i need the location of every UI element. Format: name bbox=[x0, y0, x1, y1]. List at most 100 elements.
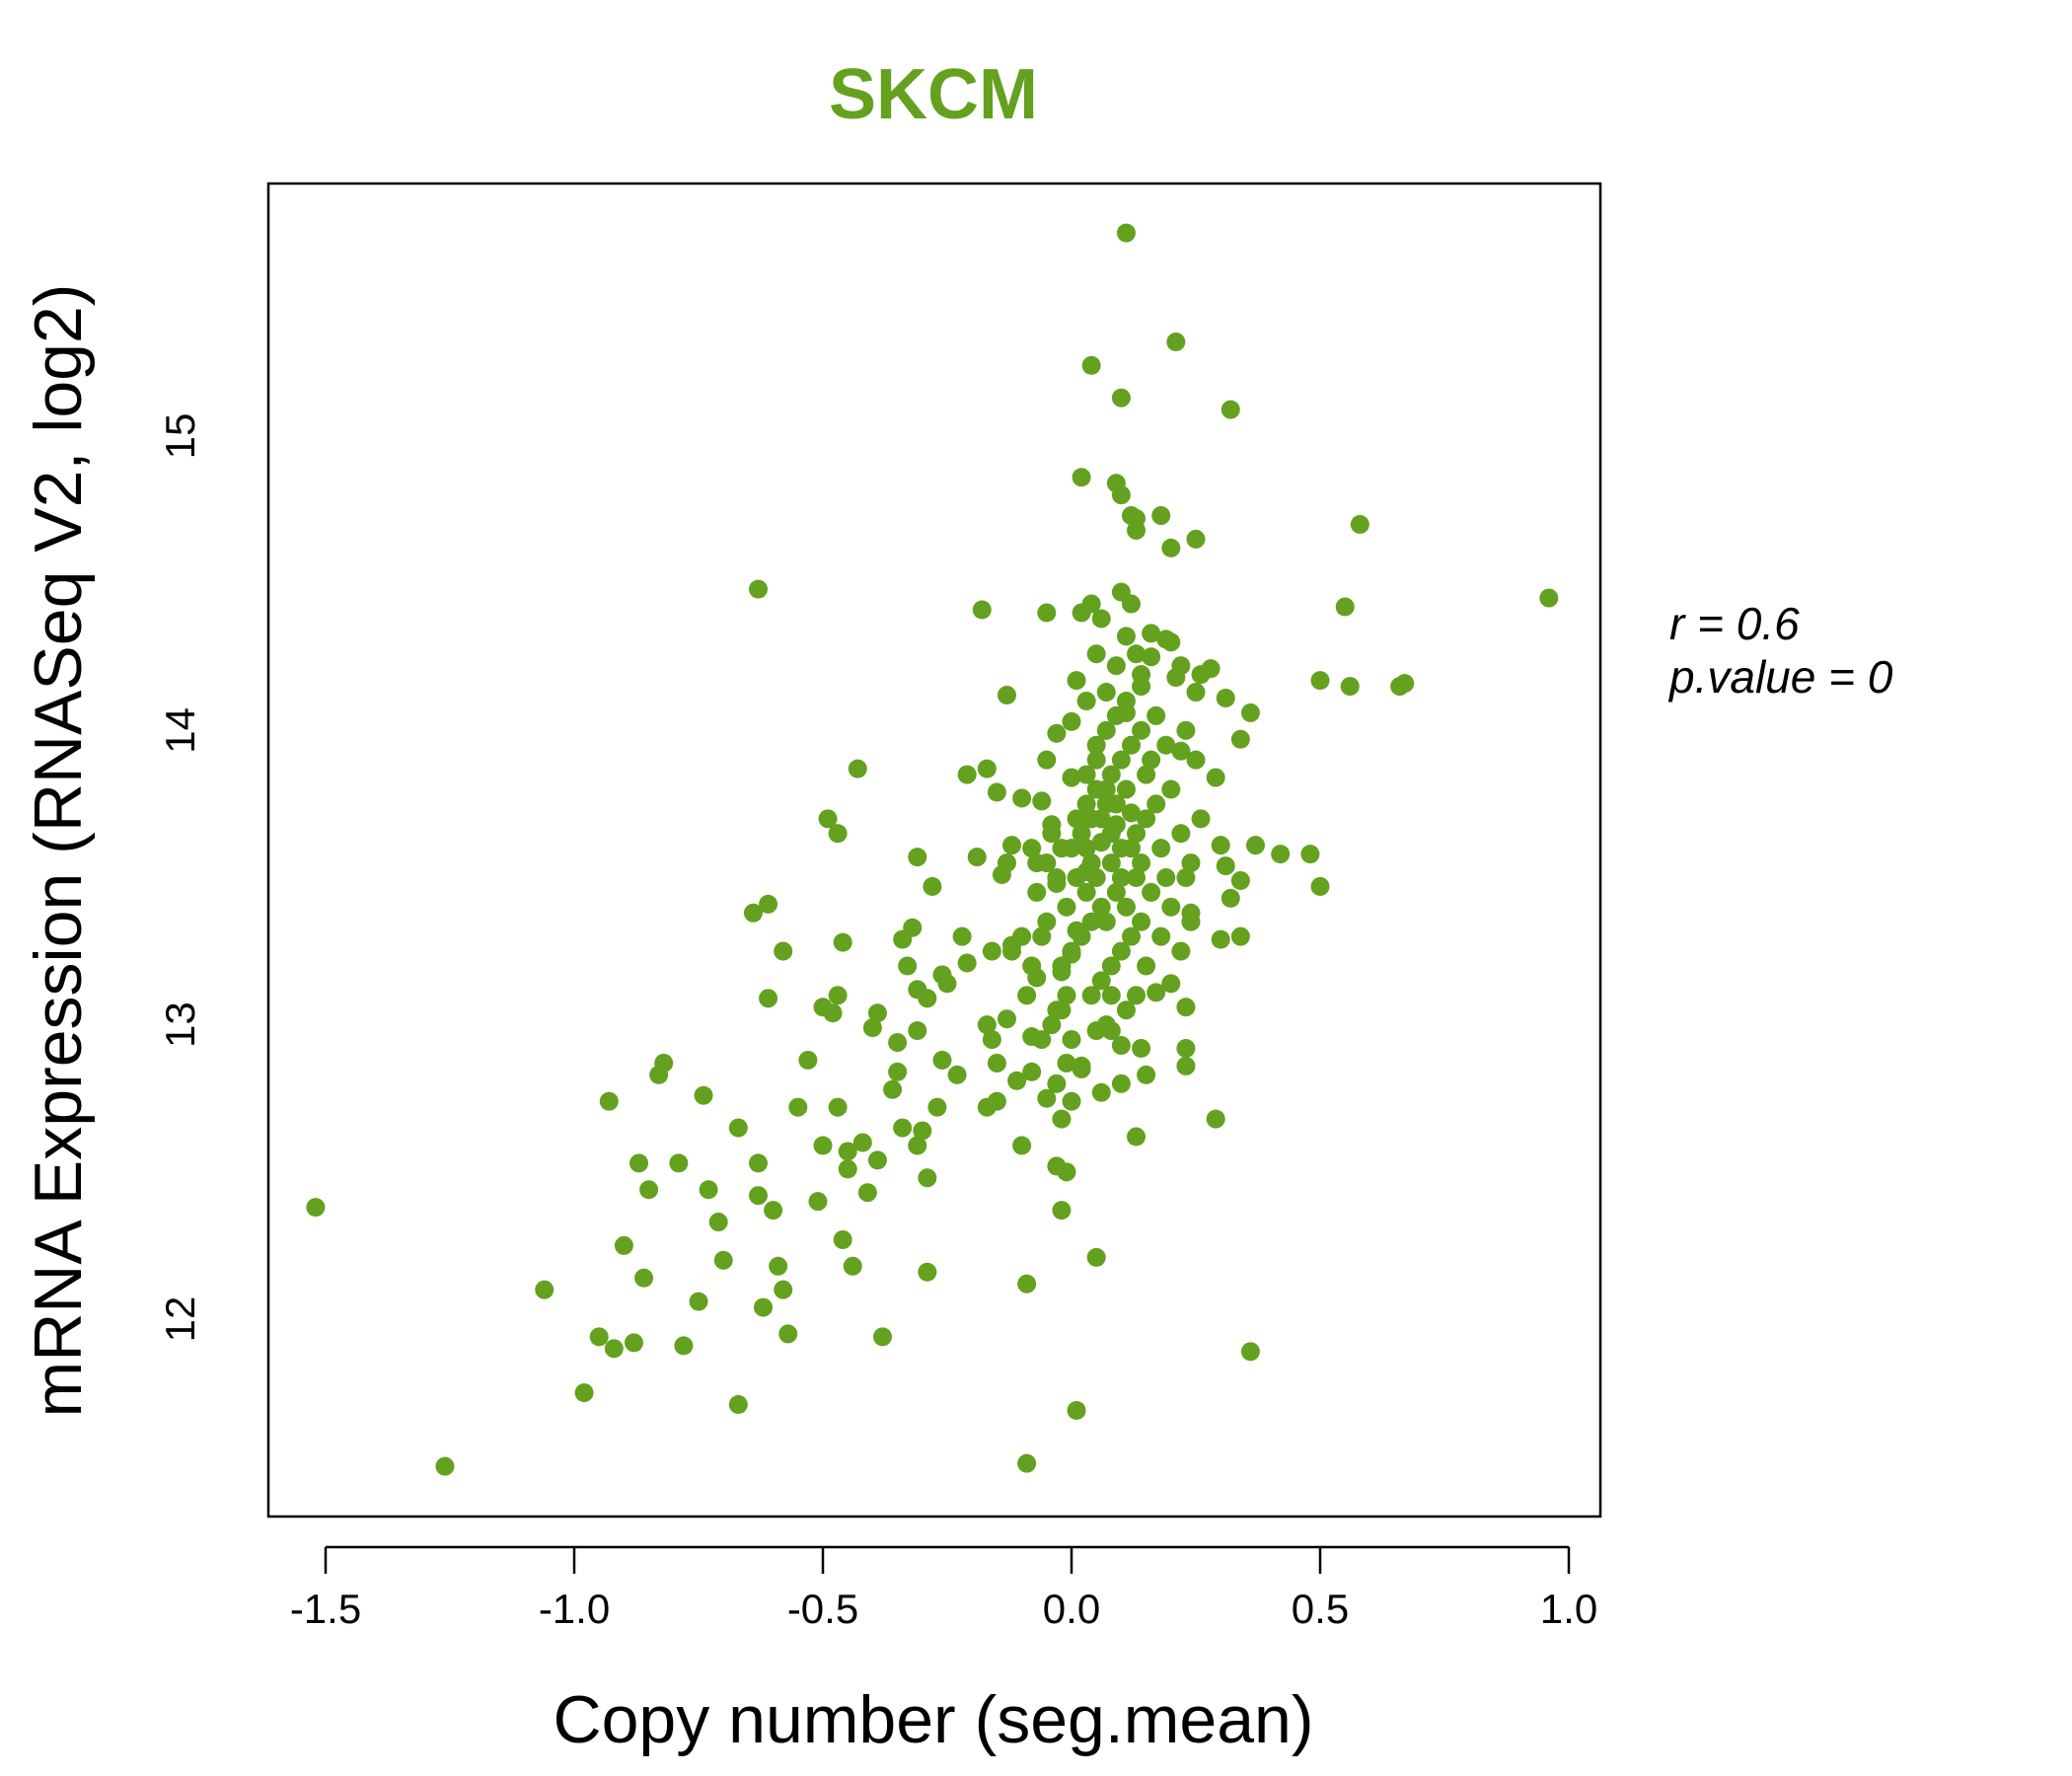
data-point bbox=[1052, 1109, 1072, 1129]
data-point bbox=[1086, 735, 1106, 755]
data-point bbox=[1156, 868, 1176, 887]
data-point bbox=[947, 1065, 967, 1084]
data-point bbox=[674, 1336, 694, 1356]
data-point bbox=[843, 1256, 862, 1276]
data-point bbox=[728, 1118, 748, 1138]
data-point bbox=[1072, 1059, 1091, 1078]
chart-title: SKCM bbox=[829, 55, 1038, 134]
data-point bbox=[1142, 624, 1161, 643]
data-point bbox=[1076, 839, 1096, 858]
data-point bbox=[604, 1339, 624, 1359]
data-point bbox=[1142, 750, 1161, 770]
data-point bbox=[1032, 926, 1052, 946]
data-point bbox=[798, 1050, 818, 1070]
data-point bbox=[987, 782, 1006, 802]
data-point bbox=[1062, 768, 1081, 787]
data-point bbox=[1171, 824, 1191, 844]
data-point bbox=[1171, 941, 1191, 961]
data-point bbox=[306, 1198, 326, 1218]
data-point bbox=[997, 1009, 1016, 1029]
data-point bbox=[957, 765, 977, 784]
data-point bbox=[1206, 768, 1225, 787]
data-point bbox=[857, 1183, 877, 1203]
data-point bbox=[1137, 809, 1156, 829]
data-point bbox=[1156, 735, 1176, 755]
data-point bbox=[1086, 779, 1106, 799]
data-point bbox=[1211, 929, 1230, 949]
data-point bbox=[852, 1133, 872, 1152]
data-point bbox=[728, 1395, 748, 1415]
data-point bbox=[1106, 794, 1126, 814]
data-point bbox=[997, 686, 1016, 705]
data-point bbox=[1086, 1247, 1106, 1267]
data-point bbox=[1240, 703, 1260, 722]
data-point bbox=[1142, 882, 1161, 902]
data-point bbox=[883, 1079, 903, 1099]
data-point bbox=[708, 1213, 728, 1232]
data-point bbox=[1127, 986, 1147, 1005]
data-point bbox=[1037, 1088, 1057, 1108]
data-point bbox=[778, 1324, 798, 1344]
data-point bbox=[1539, 588, 1559, 608]
data-point bbox=[932, 1050, 952, 1070]
data-point bbox=[1132, 720, 1151, 740]
data-point bbox=[1101, 824, 1121, 844]
data-point bbox=[1076, 882, 1096, 902]
data-point bbox=[788, 1097, 808, 1117]
data-point bbox=[694, 1085, 713, 1105]
data-point bbox=[808, 1192, 828, 1212]
data-point bbox=[639, 1180, 659, 1200]
data-point bbox=[1201, 659, 1221, 679]
data-point bbox=[1127, 824, 1147, 844]
data-point bbox=[1335, 597, 1355, 617]
data-point bbox=[1206, 1109, 1225, 1129]
data-point bbox=[1121, 839, 1141, 858]
data-point bbox=[893, 1118, 913, 1138]
data-point bbox=[918, 1262, 937, 1282]
data-point bbox=[1037, 603, 1057, 623]
data-point bbox=[1191, 809, 1211, 829]
data-point bbox=[982, 941, 1001, 961]
data-point bbox=[1032, 1030, 1052, 1050]
data-point bbox=[1211, 836, 1230, 855]
data-point bbox=[1052, 839, 1072, 858]
data-point bbox=[1221, 400, 1240, 419]
x-tick-label: 0.5 bbox=[1292, 1586, 1349, 1632]
data-point bbox=[1022, 956, 1042, 976]
data-point bbox=[1395, 674, 1415, 694]
data-point bbox=[1086, 644, 1106, 664]
data-point bbox=[624, 1333, 643, 1353]
data-point bbox=[1101, 853, 1121, 873]
data-point bbox=[1240, 1342, 1260, 1362]
data-point bbox=[1081, 355, 1101, 375]
y-axis-title: mRNA Expression (RNASeq V2, log2) bbox=[21, 284, 96, 1418]
data-point bbox=[1106, 705, 1126, 725]
data-point bbox=[1027, 882, 1047, 902]
data-point bbox=[867, 1003, 887, 1023]
data-point bbox=[689, 1292, 708, 1311]
data-point bbox=[1230, 729, 1250, 749]
data-point bbox=[1091, 609, 1111, 629]
data-point bbox=[1047, 1000, 1067, 1020]
data-point bbox=[629, 1153, 649, 1173]
data-point bbox=[1067, 671, 1086, 691]
data-point bbox=[918, 989, 937, 1008]
data-point bbox=[1127, 509, 1147, 529]
x-tick-label: -1.5 bbox=[290, 1586, 361, 1632]
data-point bbox=[1111, 868, 1131, 887]
data-point bbox=[1081, 912, 1101, 931]
data-point bbox=[1042, 824, 1062, 844]
data-point bbox=[1067, 1400, 1086, 1420]
data-point bbox=[1012, 1136, 1032, 1155]
data-point bbox=[1062, 941, 1081, 961]
data-point bbox=[1091, 1082, 1111, 1102]
data-point bbox=[1081, 986, 1101, 1005]
data-point bbox=[1186, 529, 1206, 549]
data-point bbox=[898, 956, 918, 976]
data-point bbox=[1132, 912, 1151, 931]
data-point bbox=[1007, 1071, 1027, 1090]
data-point bbox=[1106, 882, 1126, 902]
data-point bbox=[1132, 853, 1151, 873]
data-point bbox=[828, 986, 848, 1005]
y-tick-label: 13 bbox=[157, 1001, 203, 1048]
